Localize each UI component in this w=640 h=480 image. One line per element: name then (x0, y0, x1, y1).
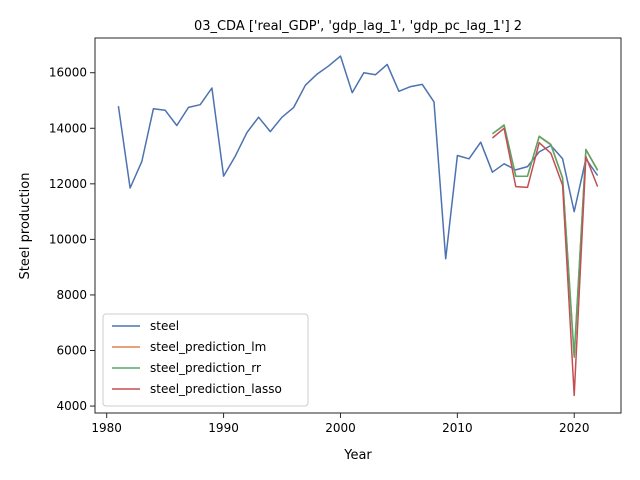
x-tick-label: 2020 (559, 421, 590, 435)
y-tick-label: 8000 (56, 288, 87, 302)
y-tick-label: 4000 (56, 399, 87, 413)
legend-entry: steel_prediction_lm (150, 340, 266, 354)
x-tick-label: 2000 (325, 421, 356, 435)
series-line-steel (117, 55, 599, 260)
y-tick-label: 10000 (49, 232, 87, 246)
y-tick-label: 16000 (49, 66, 87, 80)
x-tick-label: 2010 (442, 421, 473, 435)
y-axis-label: Steel production (18, 173, 33, 280)
y-tick-label: 6000 (56, 344, 87, 358)
series-lines (117, 55, 599, 397)
y-tick-label: 12000 (49, 177, 87, 191)
series-line-steel-prediction-rr (491, 124, 599, 357)
x-tick-label: 1990 (208, 421, 239, 435)
legend-box (102, 313, 309, 407)
legend: steel steel_prediction_lm steel_prediction… (102, 313, 309, 407)
series-line-steel-prediction-lasso (491, 127, 599, 397)
x-axis: 1980 1990 2000 2010 2020 (91, 413, 590, 435)
legend-entry: steel_prediction_rr (150, 361, 261, 375)
legend-entry: steel (150, 319, 179, 333)
y-tick-label: 14000 (49, 121, 87, 135)
x-tick-label: 1980 (91, 421, 122, 435)
plot-frame (94, 37, 622, 414)
chart-title: 03_CDA ['real_GDP', 'gdp_lag_1', 'gdp_pc… (194, 19, 522, 34)
x-axis-label: Year (343, 448, 372, 463)
legend-entry: steel_prediction_lasso (150, 382, 282, 396)
y-axis: 4000 6000 8000 10000 12000 14000 16000 (49, 66, 95, 413)
